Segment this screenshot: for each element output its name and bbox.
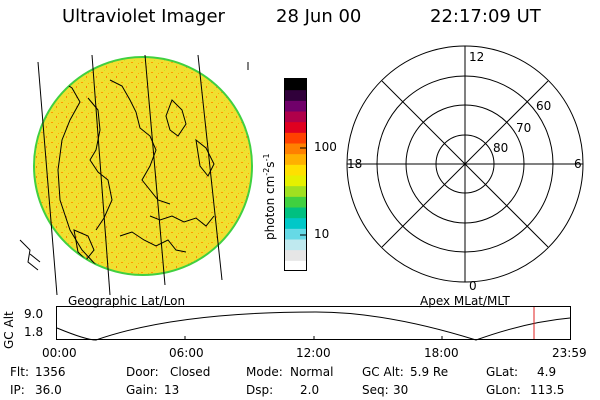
gain-value: 13 [164,383,180,397]
colorbar-band [285,185,307,197]
colorbar-band [285,143,307,155]
colorbar-band [285,249,307,261]
gcalt-label: GC Alt: [362,365,404,379]
orbit-ytick-low: 1.8 [24,325,44,339]
colorbar-band [285,260,307,272]
door-value: Closed [170,365,211,379]
colorbar-band [285,79,307,91]
lat-label-60: 60 [536,99,551,113]
coastline [165,99,187,137]
altitude-curve [56,311,571,341]
coastline [119,231,187,253]
colorbar-band [285,207,307,219]
unit-exponent-2: -1 [262,153,271,162]
orbit-xtick-2359: 23:59 [552,346,587,360]
glon-value: 113.5 [530,383,565,397]
colorbar-band [285,121,307,133]
unit-label-base: photon cm [263,175,277,240]
orbit-altitude-plot [56,306,571,341]
gain-label: Gain: [126,383,158,397]
colorbar [284,78,307,272]
colorbar-band [285,164,307,176]
ip-label: IP: [10,383,25,397]
glat-value: 4.9 [537,365,557,379]
coastline [87,97,113,231]
orbit-ylabel: GC Alt [2,311,16,349]
observation-time: 22:17:09 UT [430,6,541,27]
door-label: Door: [126,365,159,379]
longitude-line [144,54,166,286]
flt-value: 1356 [35,365,66,379]
lat-label-70: 70 [516,121,531,135]
colorbar-tick-100: 100 [314,140,337,154]
dsp-label: Dsp: [246,383,274,397]
instrument-title: Ultraviolet Imager [62,6,225,27]
observation-date: 28 Jun 00 [276,6,362,27]
orbit-ytick-high: 9.0 [24,307,44,321]
coastline-outlines [57,79,215,266]
coastline [29,253,41,263]
dsp-value: 2.0 [300,383,320,397]
coastline [149,215,215,227]
colorbar-band [285,228,307,240]
orbit-xtick-0600: 06:00 [169,346,204,360]
mode-value: Normal [290,365,334,379]
globe-rim [33,56,253,276]
colorbar-band [285,239,307,251]
geographic-image-panel [19,54,253,295]
longitude-line [37,61,58,295]
colorbar-band [285,100,307,112]
ip-value: 36.0 [35,383,62,397]
longitude-line [197,54,223,281]
gcalt-value: 5.9 Re [410,365,449,379]
globe-disk [34,57,252,275]
mode-label: Mode: [246,365,283,379]
mlt-label-12: 12 [469,50,484,64]
orbit-xtick-1200: 12:00 [296,346,331,360]
polar-diagonal [381,80,549,248]
unit-label-s: s [263,161,277,168]
colorbar-tick-10: 10 [314,227,330,241]
flt-label: Flt: [10,365,29,379]
coastline [19,239,39,271]
colorbar-band [285,217,307,229]
geographic-panel-label: Geographic Lat/Lon [68,294,186,308]
coastline [195,138,215,177]
glon-label: GLon: [486,383,521,397]
mlt-label-0: 0 [469,279,477,293]
seq-label: Seq: [362,383,389,397]
unit-exponent-1: -2 [262,167,271,176]
lat-label-80: 80 [493,141,508,155]
coastline [109,79,171,205]
colorbar-band [285,111,307,123]
polar-plot: 12 18 6 0 60 70 80 [346,45,584,293]
polar-panel-label: Apex MLat/MLT [420,294,510,308]
colorbar-band [285,132,307,144]
coastline [73,229,95,261]
orbit-xtick-0000: 00:00 [42,346,77,360]
colorbar-unit-label: photon cm-2s-1 [262,153,277,240]
glat-label: GLat: [486,365,519,379]
mlt-label-6: 6 [574,157,582,171]
colorbar-band [285,153,307,165]
mlt-label-18: 18 [347,157,362,171]
colorbar-band [285,175,307,187]
seq-value: 30 [393,383,409,397]
orbit-xtick-1800: 18:00 [424,346,459,360]
colorbar-band [285,196,307,208]
colorbar-band [285,89,307,101]
